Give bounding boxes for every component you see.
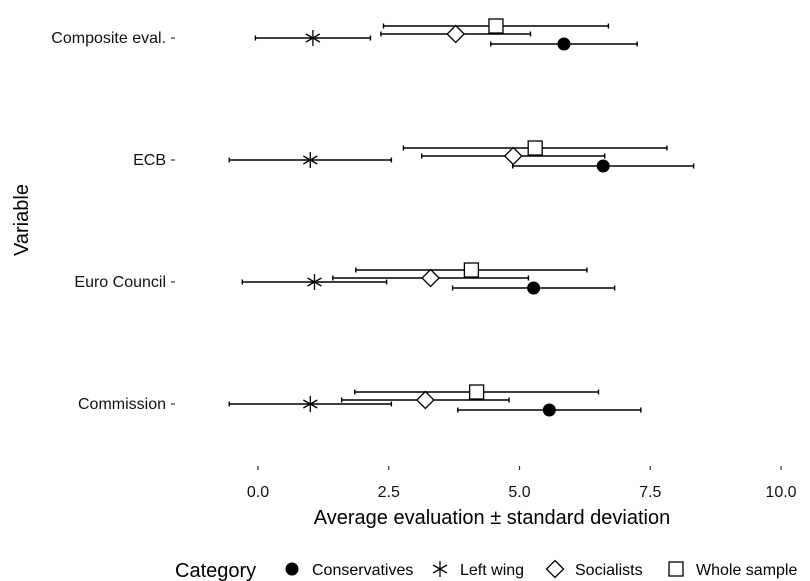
legend-label-conservatives: Conservatives: [312, 562, 413, 579]
y-tick-label-euro-council: Euro Council: [74, 274, 166, 291]
y-tick-label-ecb: ECB: [133, 152, 166, 169]
point-socialists-composite-eval: [446, 24, 466, 44]
x-axis-title: Average evaluation ± standard deviation: [314, 507, 670, 529]
point-conservatives-ecb: [596, 159, 610, 173]
y-tick-label-commission: Commission: [78, 396, 166, 413]
legend-key-socialists: [545, 559, 565, 579]
x-tick-label-5-0: 5.0: [508, 484, 530, 501]
x-tick-label-10-0: 10.0: [765, 484, 796, 501]
legend-label-socialists: Socialists: [575, 562, 643, 579]
legend-key-whole-sample: [668, 561, 684, 577]
point-left-wing-ecb: [303, 152, 318, 168]
x-tick-label-0-0: 0.0: [247, 484, 269, 501]
y-tick-label-composite-eval: Composite eval.: [51, 30, 166, 47]
legend-label-whole-sample: Whole sample: [696, 562, 797, 579]
legend-key-conservatives: [285, 562, 299, 576]
legend: Category Conservatives Left wing Socialist…: [175, 559, 797, 581]
x-tick-label-2-5: 2.5: [378, 484, 400, 501]
plot-marks: [228, 18, 695, 417]
x-tick-label-7-5: 7.5: [639, 484, 661, 501]
point-whole-sample-commission: [468, 384, 485, 400]
legend-key-left-wing: [432, 561, 448, 577]
x-axis: 0.0 2.5 5.0 7.5 10.0: [247, 466, 797, 501]
point-left-wing-commission: [303, 396, 318, 412]
series-whole-sample: [354, 18, 668, 400]
point-whole-sample-ecb: [527, 140, 543, 156]
point-conservatives-euro-council: [527, 281, 541, 295]
point-whole-sample-euro-council: [463, 262, 480, 278]
point-conservatives-composite-eval: [557, 37, 571, 51]
series-socialists: [332, 24, 606, 410]
point-left-wing-composite-eval: [305, 30, 321, 46]
point-socialists-euro-council: [421, 268, 441, 288]
point-left-wing-euro-council: [307, 274, 322, 290]
legend-label-left-wing: Left wing: [460, 562, 524, 579]
point-socialists-commission: [415, 390, 435, 410]
point-conservatives-commission: [542, 403, 556, 417]
point-whole-sample-composite-eval: [488, 18, 504, 34]
legend-title: Category: [175, 560, 256, 581]
y-axis: Composite eval. ECB Euro Council Commission: [51, 30, 175, 413]
point-socialists-ecb: [503, 146, 523, 166]
y-axis-title: Variable: [11, 184, 33, 256]
series-left-wing: [228, 30, 393, 412]
series-conservatives: [451, 37, 695, 417]
